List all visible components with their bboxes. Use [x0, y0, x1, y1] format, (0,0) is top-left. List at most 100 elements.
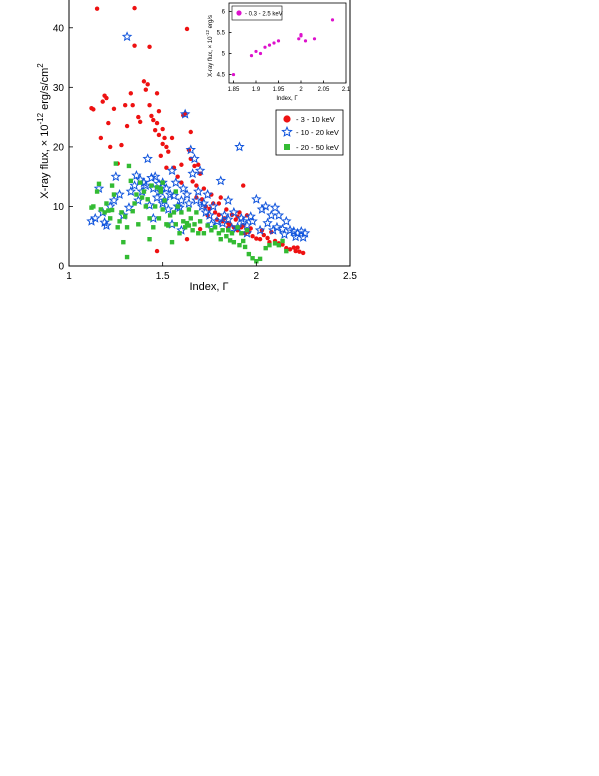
main-point-s2-14: [121, 239, 126, 245]
main-point-s1-83: [281, 215, 292, 226]
main-point-s0-34: [160, 126, 165, 132]
main-point-s1-95: [222, 194, 234, 205]
main-point-s0-24: [147, 44, 152, 50]
main-point-s0-7: [106, 120, 111, 126]
inset-chart: 1.85 1.9 1.95 2 2.05 2.1 4.5 5 5.5 6 Index, Γ X-…: [205, 2, 351, 102]
main-point-s1-74: [260, 200, 271, 211]
inset-point-s0-3: [258, 51, 263, 56]
main-point-s2-39: [166, 223, 171, 228]
main-point-s2-64: [224, 234, 229, 239]
main-point-s1-54: [202, 189, 213, 199]
main-x-tick-label-0: 1: [66, 271, 72, 282]
main-point-s2-61: [216, 231, 222, 236]
main-point-s2-9: [111, 192, 117, 197]
inset-x-axis-label: Index, Γ: [276, 96, 298, 102]
main-point-s2-20: [132, 201, 137, 206]
main-point-s1-50: [194, 165, 206, 176]
main-point-s2-54: [194, 210, 199, 215]
main-point-s2-85: [96, 181, 102, 187]
main-point-s0-25: [149, 113, 154, 119]
main-point-s0-96: [287, 247, 293, 252]
main-point-s2-50: [186, 207, 192, 212]
main-point-s2-87: [124, 254, 130, 260]
main-point-s2-71: [239, 231, 244, 236]
inset-point-s0-7: [276, 39, 281, 43]
main-point-s0-87: [254, 236, 259, 241]
main-point-s2-47: [181, 219, 186, 224]
main-point-s2-52: [190, 228, 195, 233]
main-point-s1-42: [179, 108, 191, 119]
main-legend: - 3 - 10 keV - 10 - 20 keV - 20 - 50 keV: [275, 109, 344, 156]
main-point-s0-99: [295, 245, 300, 250]
main-point-s1-40: [176, 194, 187, 205]
main-point-s1-51: [196, 200, 208, 211]
main-point-s2-58: [205, 223, 210, 228]
main-point-s1-76: [266, 209, 277, 220]
main-y-tick-label-1: 10: [53, 202, 65, 213]
main-x-axis-label: Index, Γ: [189, 281, 228, 293]
main-point-s1-25: [149, 171, 161, 182]
legend-item-20-50: - 20 - 50 keV: [284, 143, 339, 152]
main-point-s1-12: [123, 202, 135, 213]
inset-y-tick-label-2: 5.5: [217, 31, 226, 37]
main-point-s1-46: [187, 168, 198, 179]
main-point-s1-47: [189, 153, 200, 164]
main-point-s0-30: [156, 132, 162, 138]
main-point-s2-88: [147, 237, 152, 242]
inset-plot-frame: [228, 2, 347, 84]
inset-point-s0-13: [330, 18, 335, 22]
inset-point-s0-0: [231, 72, 236, 77]
main-point-s2-78: [257, 256, 263, 262]
main-point-s2-17: [126, 163, 132, 169]
main-point-s0-98: [293, 248, 298, 254]
main-point-s1-63: [228, 206, 240, 217]
main-point-s0-90: [265, 235, 270, 241]
main-point-s0-50: [190, 179, 195, 184]
main-point-s1-81: [277, 223, 288, 234]
main-point-s2-26: [143, 204, 149, 209]
main-point-s2-77: [254, 259, 259, 264]
main-chart: 1 1.5 2 2.5 0 10 20 30 40 Index, Γ X-ray flux, …: [36, 0, 357, 293]
main-point-s1-48: [191, 194, 202, 205]
main-point-s1-7: [108, 194, 120, 205]
main-point-s2-79: [263, 245, 268, 251]
main-point-s2-55: [196, 231, 201, 236]
main-point-s1-13: [125, 186, 137, 196]
main-point-s2-15: [123, 214, 128, 219]
main-point-s2-48: [182, 225, 188, 230]
main-point-s1-41: [178, 183, 189, 194]
legend-item-10-20: - 10 - 20 keV: [281, 125, 339, 137]
main-point-s2-72: [241, 238, 246, 244]
main-point-s1-32: [161, 183, 172, 194]
main-point-s2-83: [280, 238, 285, 244]
main-x-ticks: 1 1.5 2 2.5: [66, 262, 357, 282]
inset-x-tick-label-0: 1.85: [228, 87, 240, 93]
main-point-s2-51: [188, 216, 193, 221]
main-point-s0-22: [145, 82, 150, 87]
main-point-s0-52: [194, 183, 199, 188]
main-point-s2-31: [152, 204, 158, 209]
main-point-s0-32: [158, 153, 163, 159]
main-point-s0-65: [216, 212, 222, 217]
inset-point-s0-8: [297, 37, 301, 41]
main-plot-frame: [68, 0, 351, 267]
main-point-s0-41: [175, 174, 180, 179]
main-point-s2-46: [179, 210, 184, 215]
main-point-s2-60: [212, 225, 218, 230]
inset-x-ticks: 1.85 1.9 1.95 2 2.05 2.1: [228, 80, 351, 93]
main-point-s2-74: [244, 228, 250, 233]
main-point-s2-70: [237, 242, 242, 248]
main-point-s1-55: [204, 209, 215, 220]
main-point-s1-69: [245, 211, 256, 222]
legend-label-10-20: - 10 - 20 keV: [296, 128, 339, 137]
main-point-s0-27: [152, 128, 158, 133]
main-point-s0-38: [166, 149, 171, 154]
main-point-s1-1: [89, 212, 101, 223]
main-point-s1-9: [114, 189, 125, 199]
main-point-s0-103: [184, 237, 190, 242]
main-point-s0-28: [154, 120, 160, 126]
main-point-s2-5: [104, 201, 109, 206]
main-point-s1-22: [144, 199, 155, 210]
main-point-s0-4: [100, 99, 105, 104]
